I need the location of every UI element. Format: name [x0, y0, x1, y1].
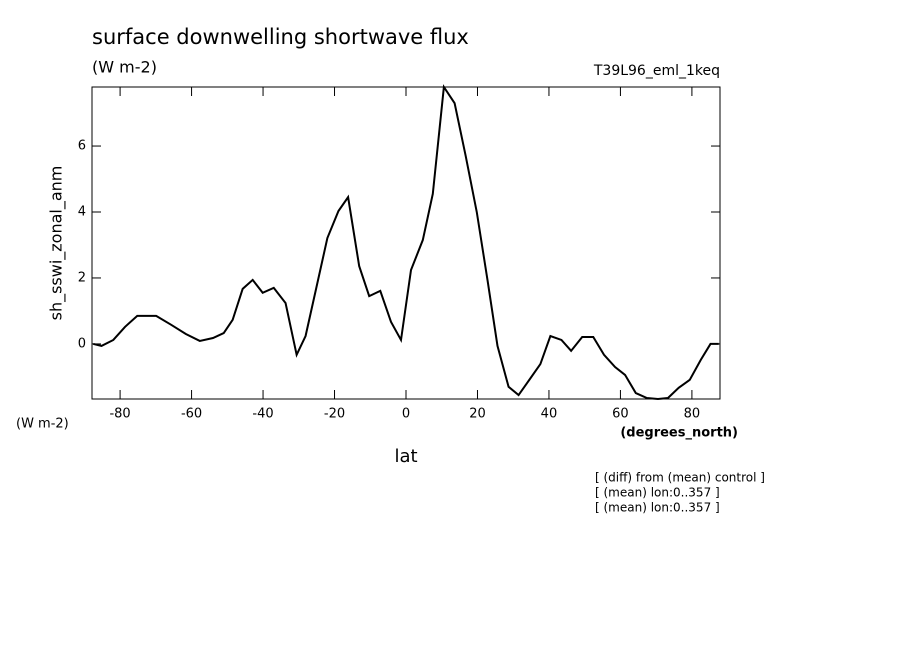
x-tick-label: -40	[252, 407, 273, 422]
y-tick-label: 2	[78, 270, 86, 285]
x-tick-label: 80	[684, 407, 701, 422]
y-tick-label: 4	[78, 204, 86, 219]
x-tick-label: -20	[324, 407, 345, 422]
x-tick-label: -80	[109, 407, 130, 422]
dataset-label: T39L96_eml_1keq	[593, 63, 720, 79]
subtitle: (W m-2)	[92, 58, 157, 77]
y-axis-label: sh_sswi_zonal_anm	[47, 166, 67, 321]
note: [ (mean) lon:0..357 ]	[595, 501, 720, 515]
y-units: (W m-2)	[16, 417, 69, 432]
x-tick-label: 0	[402, 407, 410, 422]
x-tick-label: -60	[181, 407, 202, 422]
chart-title: surface downwelling shortwave flux	[92, 25, 469, 49]
y-tick-label: 0	[78, 336, 86, 351]
note: [ (mean) lon:0..357 ]	[595, 486, 720, 500]
data-line	[93, 84, 719, 401]
x-tick-label: 20	[469, 407, 486, 422]
x-tick-label: 60	[612, 407, 629, 422]
x-axis-label: lat	[394, 446, 417, 467]
x-units: (degrees_north)	[620, 426, 738, 441]
x-tick-label: 40	[541, 407, 558, 422]
y-tick-label: 6	[78, 139, 86, 154]
note: [ (diff) from (mean) control ]	[595, 471, 765, 485]
